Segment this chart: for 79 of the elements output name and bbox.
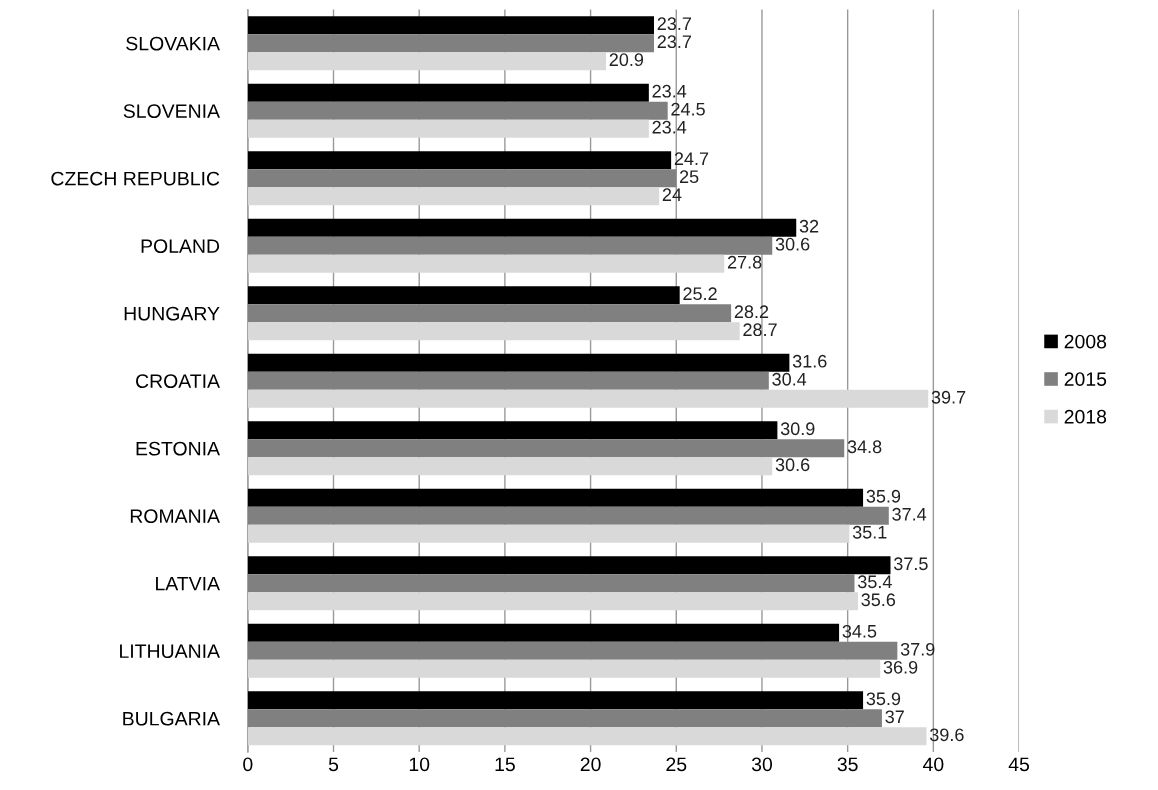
data-label: 35.9	[866, 692, 901, 706]
data-label: 20.9	[609, 53, 644, 67]
x-tick-label: 30	[751, 757, 773, 772]
data-label: 24	[662, 188, 682, 201]
data-label: 36.9	[883, 660, 918, 674]
bar	[247, 286, 680, 305]
y-tick-label: SLOVENIA	[123, 104, 220, 118]
x-tick-label: 25	[666, 757, 687, 772]
x-tick-label: 20	[580, 757, 601, 772]
y-tick-label: ESTONIA	[136, 441, 220, 456]
x-tick-label: 40	[922, 757, 944, 772]
bar	[247, 52, 606, 71]
y-tick-label: LITHUANIA	[120, 644, 220, 659]
x-tick-label: 5	[328, 757, 339, 772]
bar	[247, 556, 891, 575]
data-label: 25.2	[683, 287, 717, 301]
data-label: 37	[885, 710, 904, 724]
data-label: 28.7	[743, 323, 777, 337]
bar	[247, 187, 660, 206]
data-label: 31.6	[792, 354, 827, 368]
y-tick-label: HUNGARY	[124, 306, 220, 321]
bar	[247, 353, 790, 372]
legend-label: 2018	[1064, 409, 1107, 424]
bar	[247, 488, 864, 507]
data-label: 28.2	[734, 305, 769, 319]
bar	[247, 691, 864, 710]
data-label: 37.4	[892, 507, 927, 521]
bar	[247, 389, 929, 408]
bar	[247, 16, 654, 35]
x-tick-label: 10	[409, 757, 430, 772]
data-label: 39.6	[929, 728, 964, 742]
y-tick-label: LATVIA	[156, 576, 220, 591]
bar	[247, 218, 797, 237]
bar	[247, 421, 778, 440]
data-label: 37.5	[893, 557, 928, 571]
y-tick-label: CZECH REPUBLIC	[51, 171, 220, 186]
data-label: 24.5	[671, 102, 705, 116]
data-label: 34.5	[842, 624, 877, 638]
bar	[247, 727, 927, 746]
data-label: 35.9	[866, 489, 901, 503]
y-tick-label: CROATIA	[136, 374, 220, 389]
data-label: 30.6	[775, 237, 810, 251]
data-label: 25	[679, 170, 699, 184]
data-label: 23.4	[652, 120, 687, 134]
bar	[247, 659, 881, 678]
data-label: 34.8	[847, 440, 882, 454]
y-tick-label: BULGARIA	[123, 711, 220, 726]
data-label: 30.4	[772, 372, 807, 386]
bar	[247, 457, 773, 476]
data-label: 35.4	[857, 575, 892, 589]
data-label: 30.6	[775, 458, 810, 472]
data-label: 27.8	[727, 255, 762, 269]
data-label: 39.7	[931, 390, 966, 404]
bar	[247, 119, 649, 138]
data-label: 35.1	[852, 525, 887, 539]
data-label: 24.7	[674, 152, 709, 165]
y-tick-label: POLAND	[141, 239, 220, 253]
x-tick-label: 15	[495, 757, 515, 772]
data-label: 37.9	[900, 642, 935, 656]
y-tick-label: ROMANIA	[130, 509, 220, 524]
bar	[247, 151, 672, 170]
x-tick-label: 35	[837, 757, 858, 772]
legend-label: 2015	[1064, 372, 1107, 386]
bar	[247, 322, 740, 341]
data-label: 32	[799, 219, 819, 233]
y-tick-label: SLOVAKIA	[126, 36, 220, 51]
data-label: 23.7	[657, 35, 691, 49]
bar	[247, 623, 840, 642]
data-label: 35.6	[861, 593, 896, 607]
data-label: 30.9	[780, 422, 815, 436]
bar	[247, 592, 858, 611]
bar	[247, 83, 649, 102]
bar	[247, 254, 725, 273]
data-label: 23.4	[652, 84, 687, 98]
bar	[247, 524, 850, 543]
x-tick-label: 45	[1008, 757, 1030, 772]
legend-label: 2008	[1064, 334, 1107, 349]
data-label: 23.7	[657, 17, 691, 31]
x-tick-label: 0	[243, 757, 253, 772]
